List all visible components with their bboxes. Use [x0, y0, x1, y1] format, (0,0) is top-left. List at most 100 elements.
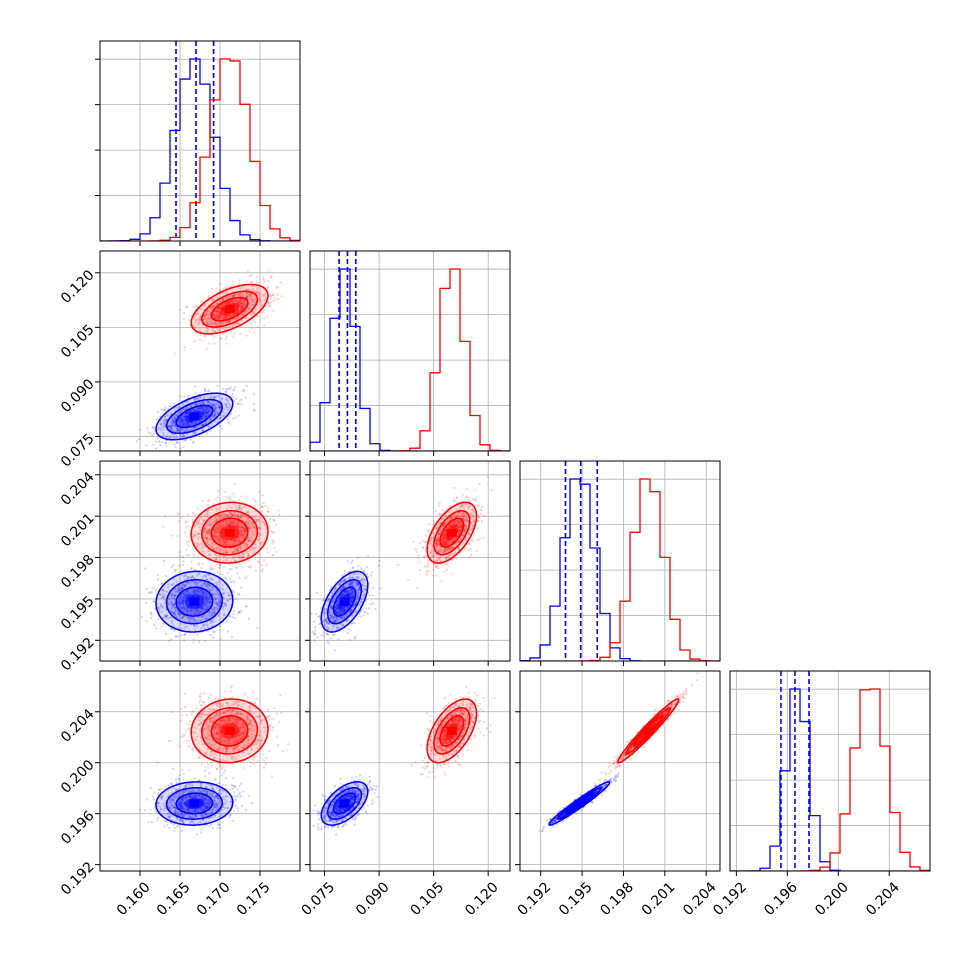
scatter-point — [216, 583, 219, 586]
scatter-point — [194, 609, 197, 612]
scatter-point — [177, 412, 180, 415]
scatter-point — [198, 321, 201, 324]
scatter-point — [173, 611, 176, 615]
scatter-point — [182, 560, 185, 563]
scatter-point — [231, 300, 235, 303]
scatter-point — [368, 594, 372, 597]
scatter-point — [216, 597, 220, 600]
y-tick-label: 0.120 — [58, 267, 98, 307]
scatter-point — [216, 395, 219, 398]
scatter-point — [224, 321, 227, 324]
scatter-point — [211, 415, 214, 418]
scatter-point — [180, 634, 183, 637]
scatter-point — [184, 593, 187, 596]
scatter-point — [197, 323, 200, 326]
scatter-point — [193, 591, 196, 594]
scatter-point — [203, 574, 206, 577]
scatter-point — [196, 626, 199, 629]
scatter-point — [208, 521, 211, 524]
scatter-point — [202, 314, 206, 317]
scatter-point — [206, 327, 209, 330]
scatter-point — [171, 584, 174, 587]
scatter-point — [206, 401, 210, 404]
scatter-point — [253, 410, 256, 413]
scatter-point — [165, 614, 168, 618]
scatter-point — [188, 423, 192, 427]
panel-content — [310, 251, 510, 451]
scatter-point — [168, 425, 171, 429]
scatter-point — [180, 585, 184, 588]
scatter-point — [214, 581, 217, 584]
scatter-point — [310, 612, 313, 615]
scatter-point — [206, 408, 209, 411]
scatter-point — [176, 534, 179, 538]
scatter-point — [181, 601, 184, 605]
scatter-point — [160, 408, 163, 411]
scatter-point — [203, 334, 206, 337]
scatter-point — [173, 577, 176, 581]
scatter-point — [219, 526, 222, 530]
scatter-point — [183, 346, 186, 349]
scatter-point — [249, 304, 252, 308]
scatter-point — [213, 408, 216, 411]
scatter-point — [427, 522, 430, 526]
scatter-point — [214, 316, 217, 319]
scatter-point — [164, 415, 167, 419]
scatter-point — [236, 315, 240, 319]
scatter-point — [205, 311, 208, 315]
scatter-point — [210, 621, 213, 624]
scatter-point — [159, 423, 163, 426]
scatter-point — [212, 586, 215, 589]
scatter-point — [154, 627, 158, 630]
scatter-point — [371, 594, 374, 597]
scatter-point — [227, 296, 230, 299]
scatter-point — [246, 270, 249, 273]
scatter-point — [184, 596, 187, 599]
scatter-point — [236, 546, 239, 549]
scatter-point — [247, 307, 251, 311]
scatter-point — [181, 592, 184, 595]
panel-content — [100, 41, 300, 241]
scatter-point — [187, 553, 190, 557]
scatter-point — [200, 300, 203, 303]
scatter-point — [166, 614, 169, 617]
scatter-point — [277, 509, 280, 512]
scatter-point — [262, 294, 265, 298]
scatter-point — [206, 410, 209, 414]
scatter-point — [209, 396, 212, 399]
scatter-point — [173, 602, 176, 606]
scatter-point — [219, 524, 222, 528]
scatter-point — [225, 405, 228, 409]
scatter-point — [216, 314, 219, 317]
scatter-point — [214, 404, 217, 408]
scatter-point — [211, 620, 214, 623]
scatter-point — [165, 617, 168, 620]
scatter-point — [226, 591, 229, 595]
scatter-point — [191, 553, 194, 556]
scatter-point — [271, 539, 274, 542]
scatter-point — [252, 498, 255, 501]
scatter-point — [195, 426, 198, 429]
scatter-point — [217, 307, 220, 310]
scatter-point — [218, 424, 222, 427]
scatter-point — [221, 303, 224, 306]
scatter-point — [239, 301, 242, 304]
scatter-point — [251, 281, 254, 284]
scatter-point — [185, 406, 188, 409]
scatter-point — [211, 588, 214, 591]
scatter-point — [202, 416, 205, 419]
scatter-point — [197, 555, 200, 558]
scatter-point — [195, 304, 198, 308]
scatter-point — [204, 389, 207, 393]
density-peak-series-1 — [224, 305, 235, 314]
scatter-point — [193, 581, 196, 585]
scatter-point — [180, 587, 183, 590]
scatter-point — [236, 300, 239, 303]
scatter-point — [179, 600, 182, 603]
scatter-point — [221, 397, 224, 400]
scatter-point — [181, 419, 184, 422]
scatter-point — [197, 608, 200, 611]
scatter-point — [204, 582, 207, 585]
scatter-point — [274, 523, 278, 526]
scatter-point — [180, 587, 183, 590]
